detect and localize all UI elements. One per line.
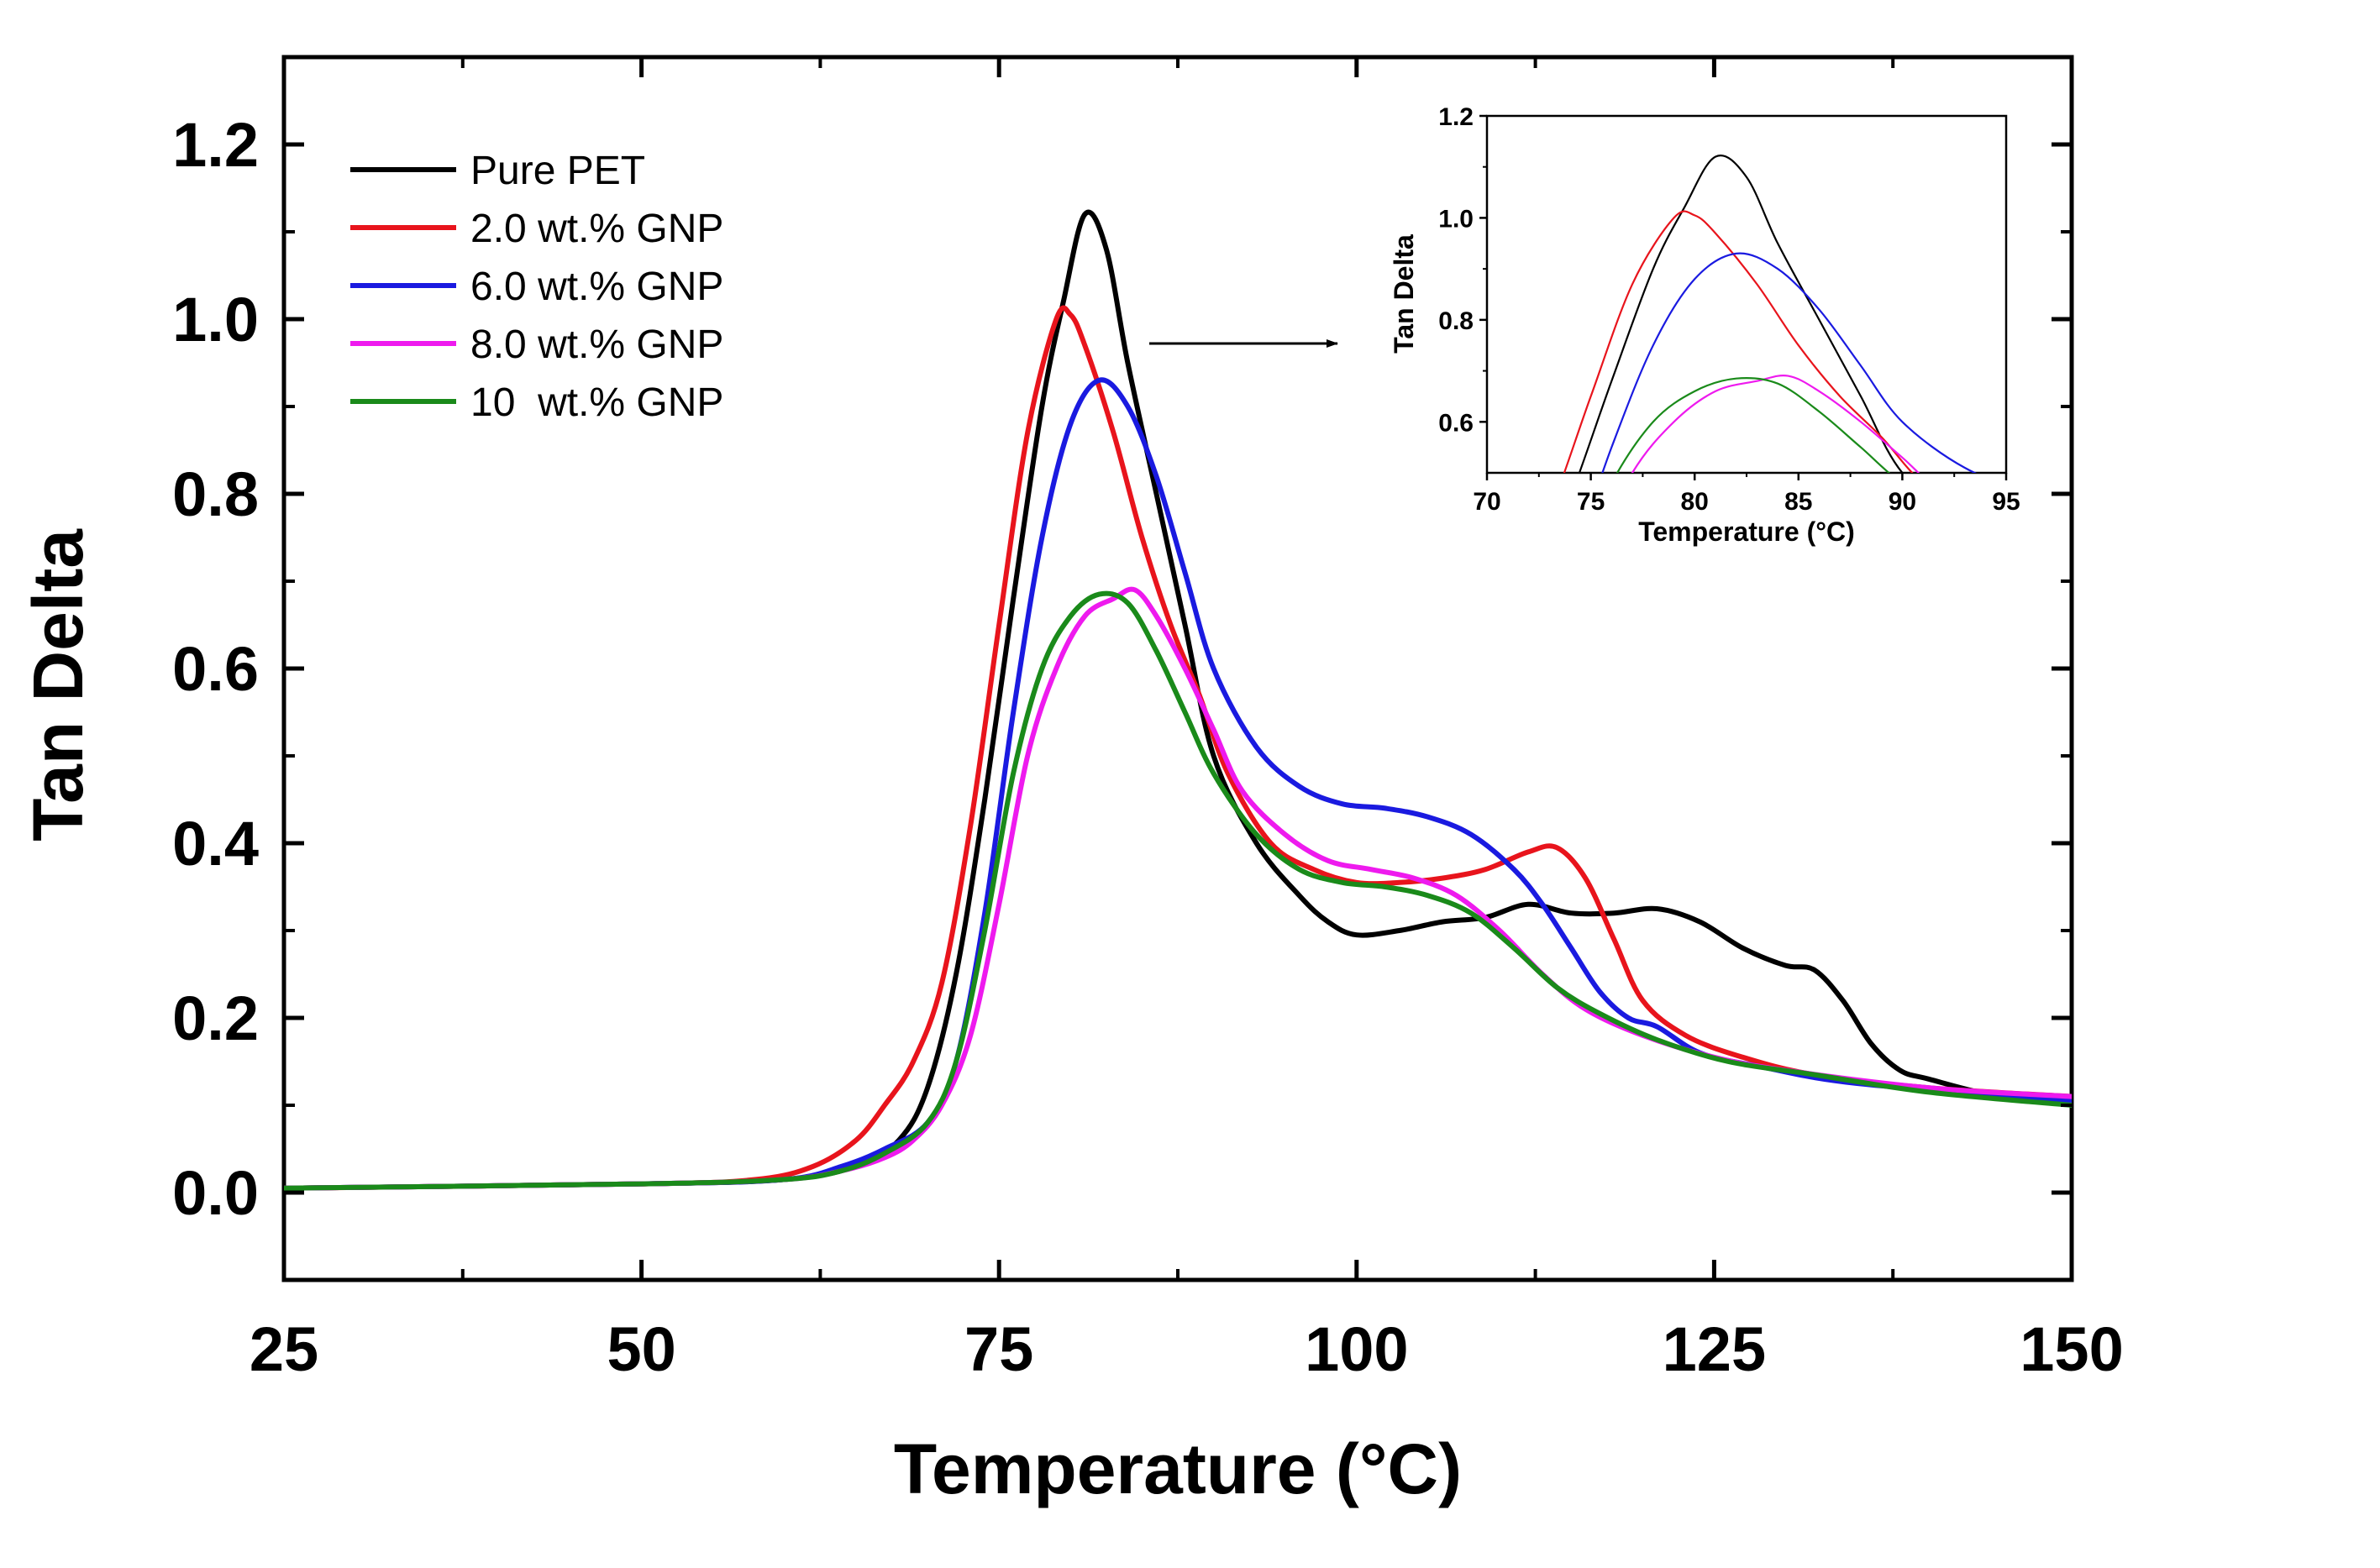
main-axes-group: 25 50 75 100 125 150 0.0 0.2 0.4 0.6 0.8 1.0 1.2	[172, 55, 2124, 1384]
inset-series-line-1	[1578, 155, 1904, 473]
legend-label: 8.0 wt.% GNP	[470, 323, 723, 367]
inset-x-tick-label: 80	[1681, 488, 1709, 516]
inset-y-tick-label: 1.0	[1438, 205, 1474, 233]
legend-label: 10 wt.% GNP	[470, 380, 723, 425]
inset-series-group	[1563, 155, 1978, 473]
x-tick-label: 125	[1663, 1314, 1766, 1384]
inset-series-line-5	[1616, 376, 1891, 473]
x-tick-label: 75	[964, 1314, 1033, 1384]
y-tick-label: 0.0	[172, 1158, 259, 1228]
inset-x-tick-label: 75	[1577, 488, 1605, 516]
inset-x-tick-label: 90	[1889, 488, 1916, 516]
inset-x-axis-title: Temperature (°C)	[1638, 517, 1855, 547]
series-line-2	[284, 305, 2072, 1191]
series-line-5	[284, 590, 2072, 1191]
inset-y-tick-label: 0.8	[1438, 307, 1474, 335]
inset-series-line-4	[1631, 375, 1920, 473]
inset-x-tick-label: 95	[1992, 488, 2020, 516]
x-tick-label: 50	[607, 1314, 675, 1384]
y-tick-label: 0.2	[172, 983, 259, 1053]
inset-y-tick-label: 1.2	[1438, 103, 1474, 131]
y-tick-label: 0.8	[172, 459, 259, 529]
inset-axes-group: 70 75 80 85 90 95 0.6 0.8 1.0 1.2	[1438, 103, 2020, 516]
inset-y-tick-label: 0.6	[1438, 409, 1474, 437]
legend-label: Pure PET	[470, 149, 645, 193]
main-series-group	[284, 209, 2072, 1191]
y-tick-label: 0.6	[172, 634, 259, 704]
inset-series-line-2	[1563, 210, 1914, 473]
x-tick-label: 25	[250, 1314, 318, 1384]
inset-x-tick-label: 85	[1784, 488, 1812, 516]
legend-label: 2.0 wt.% GNP	[470, 207, 723, 251]
legend: Pure PET 2.0 wt.% GNP 6.0 wt.% GNP 8.0 wt.%…	[350, 149, 723, 425]
x-tick-label: 100	[1305, 1314, 1408, 1384]
inset-y-axis-title: Tan Delta	[1389, 234, 1419, 354]
legend-label: 6.0 wt.% GNP	[470, 265, 723, 309]
x-tick-label: 150	[2020, 1314, 2123, 1384]
y-tick-label: 0.4	[172, 809, 259, 878]
inset-x-tick-label: 70	[1473, 488, 1500, 516]
x-axis-title: Temperature (°C)	[894, 1429, 1462, 1508]
series-line-4	[284, 586, 2072, 1191]
inset-plot-frame	[1485, 114, 2008, 475]
y-axis-title: Tan Delta	[18, 528, 97, 842]
y-tick-label: 1.2	[172, 110, 259, 180]
inset-series-line-3	[1601, 252, 1978, 473]
y-tick-label: 1.0	[172, 285, 259, 354]
